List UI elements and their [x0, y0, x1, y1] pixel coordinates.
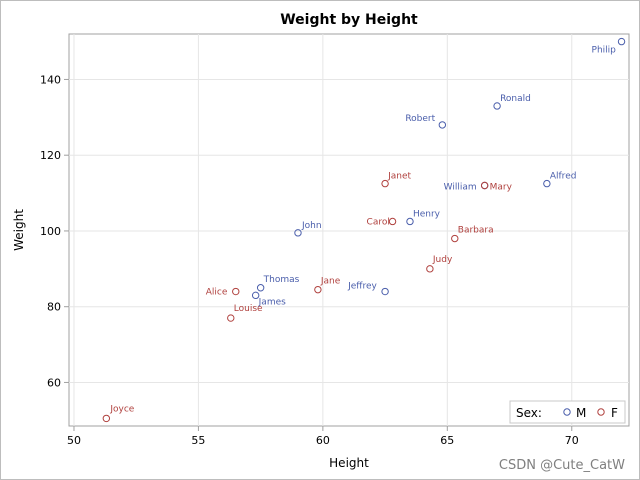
point-label: Philip	[592, 46, 617, 56]
data-point	[314, 285, 322, 294]
data-point	[451, 234, 459, 243]
x-tick-label: 55	[191, 434, 205, 447]
data-point	[493, 102, 501, 110]
x-tick-label: 70	[565, 434, 579, 447]
point-label: Barbara	[458, 226, 494, 236]
data-point	[251, 291, 260, 300]
x-tick-label: 60	[316, 434, 330, 447]
data-point	[256, 284, 265, 292]
point-label: Janet	[387, 172, 411, 182]
data-point	[294, 229, 302, 237]
legend-title: Sex:	[516, 406, 542, 420]
point-label: Ronald	[500, 94, 531, 104]
axis-ticks: 50 55 60 65 70 60 80 100 120 140	[40, 73, 579, 447]
point-label: Judy	[432, 255, 453, 265]
data-points: Philip Ronald Robert William Alfred Henry John…	[102, 37, 626, 423]
legend-label-f: F	[611, 406, 618, 420]
point-label: James	[258, 297, 286, 307]
y-tick-label: 100	[40, 225, 61, 238]
y-axis-label: Weight	[12, 209, 26, 251]
legend-marker-m	[563, 408, 571, 416]
x-tick-label: 65	[440, 434, 454, 447]
point-label: Thomas	[263, 275, 300, 285]
data-point	[232, 287, 240, 296]
legend-box	[509, 400, 626, 424]
plot-area	[68, 33, 630, 427]
data-point	[543, 179, 551, 188]
y-tick-label: 60	[47, 376, 61, 389]
point-label: Jane	[320, 277, 341, 287]
point-label: Jeffrey	[347, 282, 377, 292]
point-label: Mary	[490, 182, 513, 192]
data-point	[381, 287, 389, 296]
data-point	[381, 179, 389, 188]
legend-label-m: M	[576, 406, 586, 420]
chart-title: Weight by Height	[280, 12, 418, 28]
point-label: Louise	[234, 304, 263, 314]
data-point	[426, 265, 434, 273]
x-tick-label: 50	[67, 434, 81, 447]
grid-lines	[69, 34, 629, 426]
legend: Sex: M F	[509, 400, 626, 424]
data-point	[227, 314, 235, 322]
data-point	[438, 121, 447, 129]
point-label: Henry	[413, 209, 441, 219]
y-tick-label: 120	[40, 149, 61, 162]
point-label: Alfred	[550, 172, 577, 182]
point-label: John	[301, 221, 322, 231]
data-point	[102, 414, 111, 423]
point-label: Alice	[206, 288, 228, 298]
x-axis-label: Height	[329, 456, 369, 470]
legend-marker-f	[597, 408, 605, 416]
data-point	[388, 217, 397, 226]
y-tick-label: 80	[47, 301, 61, 314]
data-point	[406, 217, 414, 226]
y-tick-label: 140	[40, 73, 61, 86]
data-point	[617, 37, 626, 46]
data-point	[480, 181, 489, 190]
point-label: Joyce	[109, 404, 134, 414]
watermark: CSDN @Cute_CatW	[499, 458, 625, 473]
point-label: Carol	[367, 217, 390, 227]
point-label: Robert	[405, 114, 435, 124]
point-label: William	[444, 182, 477, 192]
